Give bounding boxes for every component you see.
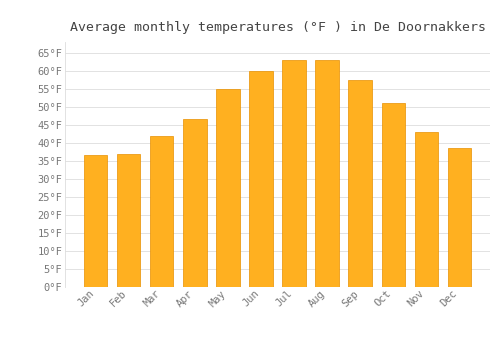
Bar bbox=[316, 60, 338, 287]
Bar bbox=[382, 103, 404, 287]
Bar bbox=[448, 148, 470, 287]
Bar bbox=[118, 154, 141, 287]
Bar bbox=[216, 89, 240, 287]
Bar bbox=[250, 71, 272, 287]
Bar bbox=[414, 132, 438, 287]
Bar bbox=[84, 155, 108, 287]
Bar bbox=[282, 60, 306, 287]
Bar bbox=[150, 136, 174, 287]
Title: Average monthly temperatures (°F ) in De Doornakkers: Average monthly temperatures (°F ) in De… bbox=[70, 21, 486, 34]
Bar bbox=[184, 119, 206, 287]
Bar bbox=[348, 80, 372, 287]
